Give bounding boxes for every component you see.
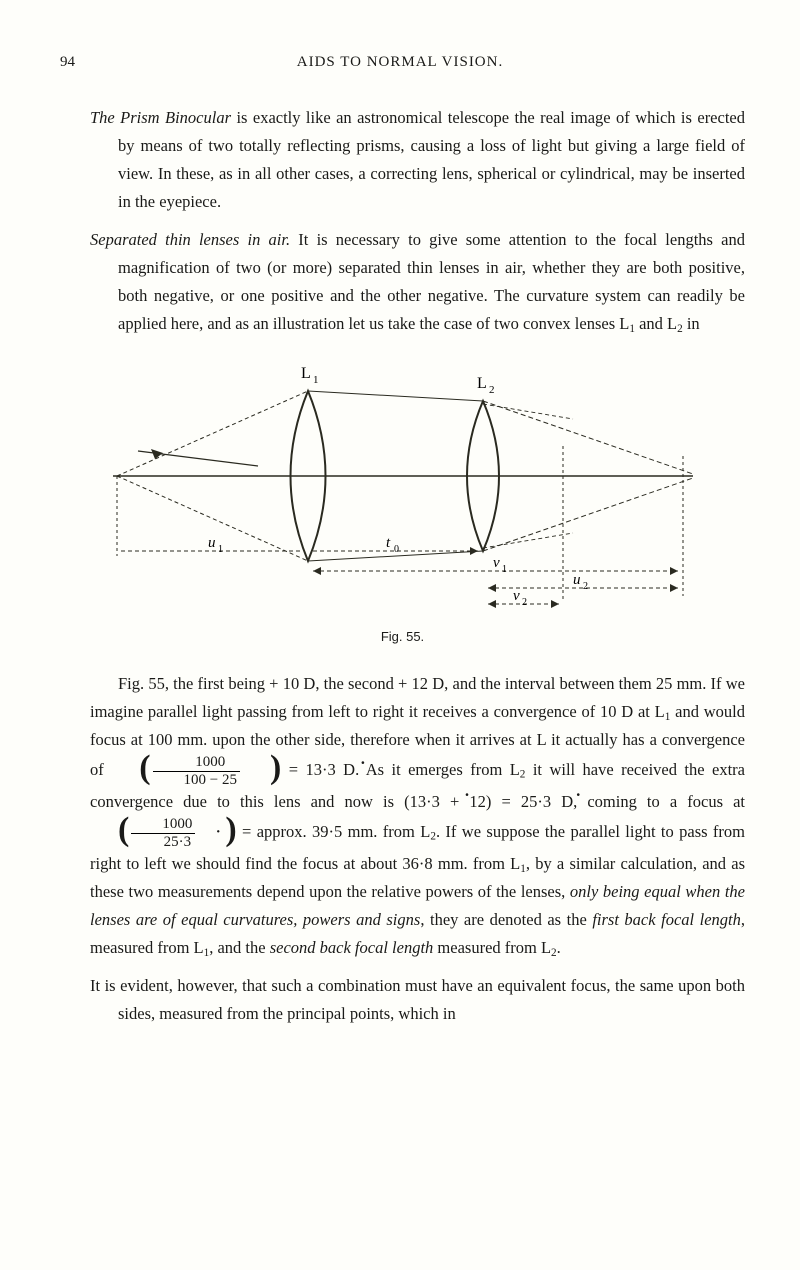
figure-55: u1 t0 v1 u2 v2 L1 L2	[60, 356, 745, 616]
lead-term: The Prism Binocular	[90, 108, 231, 127]
svg-text:v: v	[493, 555, 500, 571]
svg-text:1: 1	[502, 564, 507, 575]
svg-text:t: t	[386, 535, 391, 551]
page-header: 94 AIDS TO NORMAL VISION.	[60, 50, 745, 76]
svg-text:1: 1	[313, 374, 319, 386]
svg-text:L: L	[301, 365, 311, 382]
svg-text:u: u	[208, 535, 216, 551]
para-fig55-discussion: Fig. 55, the first being + 10 D, the sec…	[60, 670, 745, 962]
svg-text:u: u	[573, 572, 581, 588]
page-number: 94	[60, 50, 75, 76]
svg-text:2: 2	[583, 581, 588, 592]
para-prism-binocular: The Prism Binocular is exactly like an a…	[60, 104, 745, 216]
svg-text:2: 2	[489, 384, 495, 396]
svg-text:2: 2	[522, 597, 527, 608]
svg-text:1: 1	[218, 544, 223, 555]
para-evident: It is evident, however, that such a comb…	[60, 972, 745, 1028]
para-separated-lenses: Separated thin lenses in air. It is nece…	[60, 226, 745, 338]
svg-text:0: 0	[394, 544, 399, 555]
running-title: AIDS TO NORMAL VISION.	[297, 50, 503, 76]
figure-caption: Fig. 55.	[60, 626, 745, 648]
lead-term: Separated thin lenses in air.	[90, 230, 290, 249]
svg-text:v: v	[513, 588, 520, 604]
svg-text:L: L	[477, 375, 487, 392]
lens-diagram-svg: u1 t0 v1 u2 v2 L1 L2	[103, 356, 703, 616]
